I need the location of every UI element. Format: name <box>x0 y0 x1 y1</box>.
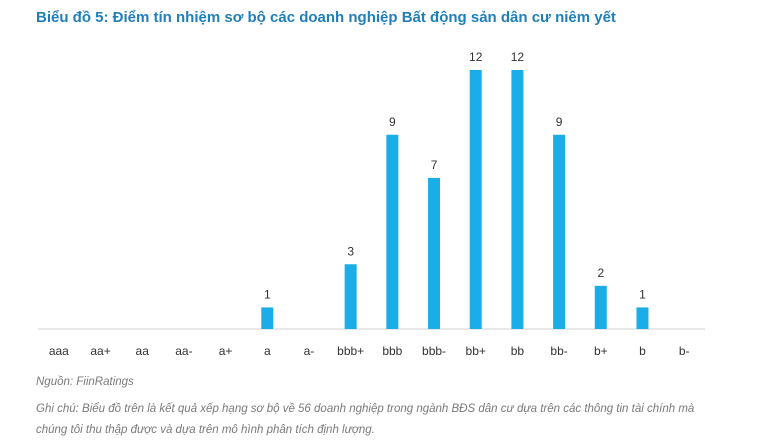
bar-bb- <box>553 134 566 329</box>
x-tick-label-aa: aa <box>136 344 150 358</box>
data-label-b+: 2 <box>597 266 604 280</box>
footnote: Ghi chú: Biểu đồ trên là kết quả xếp hạn… <box>36 403 695 436</box>
x-tick-label-bbb+: bbb+ <box>337 344 364 358</box>
data-label-bbb+: 3 <box>347 244 354 258</box>
bar-bbb <box>386 134 399 329</box>
bar-b+ <box>594 285 607 329</box>
x-tick-label-aaa: aaa <box>49 344 69 358</box>
data-label-bb: 12 <box>511 50 525 64</box>
data-label-bb+: 12 <box>469 50 483 64</box>
bar-b <box>636 307 649 329</box>
x-tick-label-bbb: bbb <box>382 344 402 358</box>
data-label-bbb: 9 <box>389 115 396 129</box>
x-tick-label-bbb-: bbb- <box>422 344 446 358</box>
bar-bbb- <box>428 177 441 329</box>
data-label-b: 1 <box>639 287 646 301</box>
x-tick-label-bb-: bb- <box>550 344 567 358</box>
x-tick-label-bb+: bb+ <box>466 344 486 358</box>
source-note: Nguồn: FiinRatings <box>36 376 134 388</box>
x-tick-label-aa+: aa+ <box>90 344 110 358</box>
bar-bbb+ <box>344 264 357 329</box>
x-tick-label-b: b <box>639 344 646 358</box>
chart-title: Biểu đồ 5: Điểm tín nhiệm sơ bộ các doan… <box>36 9 616 26</box>
x-tick-label-aa-: aa- <box>175 344 192 358</box>
bar-bb <box>511 70 524 329</box>
data-label-bb-: 9 <box>556 115 563 129</box>
x-tick-label-b-: b- <box>679 344 690 358</box>
x-tick-label-a+: a+ <box>219 344 233 358</box>
data-label-bbb-: 7 <box>431 158 438 172</box>
x-tick-label-a-: a- <box>304 344 315 358</box>
x-tick-label-a: a <box>264 344 271 358</box>
x-tick-label-bb: bb <box>511 344 525 358</box>
bar-bb+ <box>469 70 482 329</box>
bar-chart: aaa aa+ aa aa-a+1a a-3bbb+9bbb7bbb-12bb+12bb… <box>38 50 705 358</box>
bar-a <box>261 307 274 329</box>
data-label-a: 1 <box>264 287 271 301</box>
x-tick-label-b+: b+ <box>594 344 608 358</box>
